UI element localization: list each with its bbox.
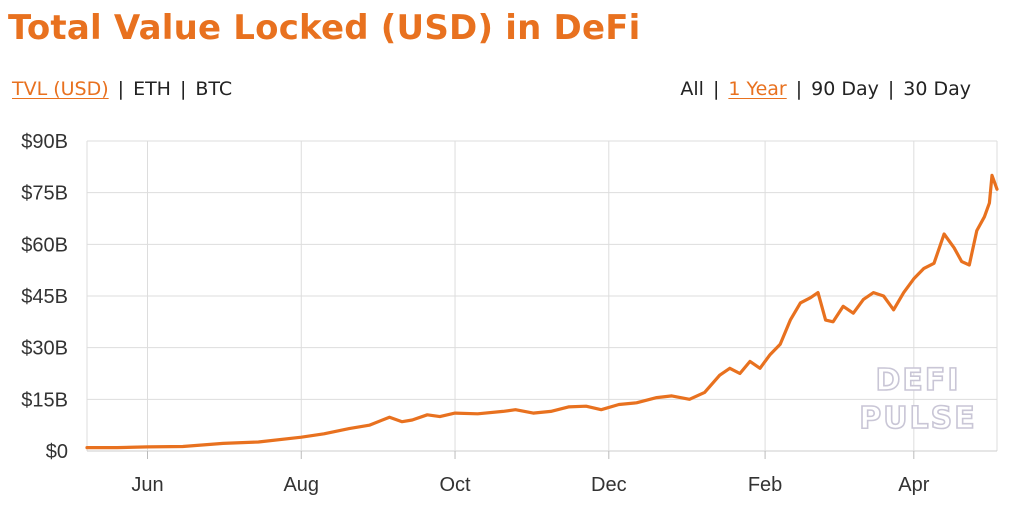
tab-1-year[interactable]: 1 Year xyxy=(728,78,787,100)
watermark-line2: PULSE xyxy=(859,401,977,436)
x-tick-label: Oct xyxy=(439,474,471,496)
x-tick-label: Aug xyxy=(283,474,319,496)
tab-tvl-usd[interactable]: TVL (USD) xyxy=(12,78,109,100)
x-tick-label: Feb xyxy=(748,474,782,496)
x-tick-label: Apr xyxy=(898,474,929,496)
unit-tabs: TVL (USD) | ETH | BTC xyxy=(12,78,232,100)
y-tick-label: $75B xyxy=(21,183,68,205)
y-tick-label: $0 xyxy=(46,441,68,463)
x-tick-label: Jun xyxy=(131,474,163,496)
y-tick-label: $90B xyxy=(21,131,68,153)
series-layer xyxy=(85,173,999,450)
y-tick-label: $45B xyxy=(21,286,68,308)
watermark-line1: DEFI xyxy=(875,363,960,398)
tab-separator: | xyxy=(795,78,803,100)
tab-separator: | xyxy=(887,78,895,100)
tab-separator: | xyxy=(712,78,720,100)
tab-90-day[interactable]: 90 Day xyxy=(811,78,879,100)
defi-pulse-watermark: DEFI PULSE xyxy=(858,362,977,437)
tab-30-day[interactable]: 30 Day xyxy=(903,78,971,100)
tab-separator: | xyxy=(179,78,187,100)
tab-all[interactable]: All xyxy=(680,78,704,100)
y-tick-label: $30B xyxy=(21,338,68,360)
tab-eth[interactable]: ETH xyxy=(133,78,171,100)
series-line-tvl xyxy=(85,173,999,450)
x-tick-label: Dec xyxy=(591,474,627,496)
chart-title: Total Value Locked (USD) in DeFi xyxy=(8,8,641,48)
y-tick-label: $60B xyxy=(21,234,68,256)
tab-separator: | xyxy=(117,78,125,100)
tab-btc[interactable]: BTC xyxy=(195,78,233,100)
range-tabs: All | 1 Year | 90 Day | 30 Day xyxy=(680,78,971,100)
y-axis: $0 $15B $30B $45B $60B $75B $90B xyxy=(21,131,68,463)
y-tick-label: $15B xyxy=(21,389,68,411)
x-axis: Jun Aug Oct Dec Feb Apr xyxy=(131,451,930,496)
chart-grid xyxy=(86,140,998,452)
